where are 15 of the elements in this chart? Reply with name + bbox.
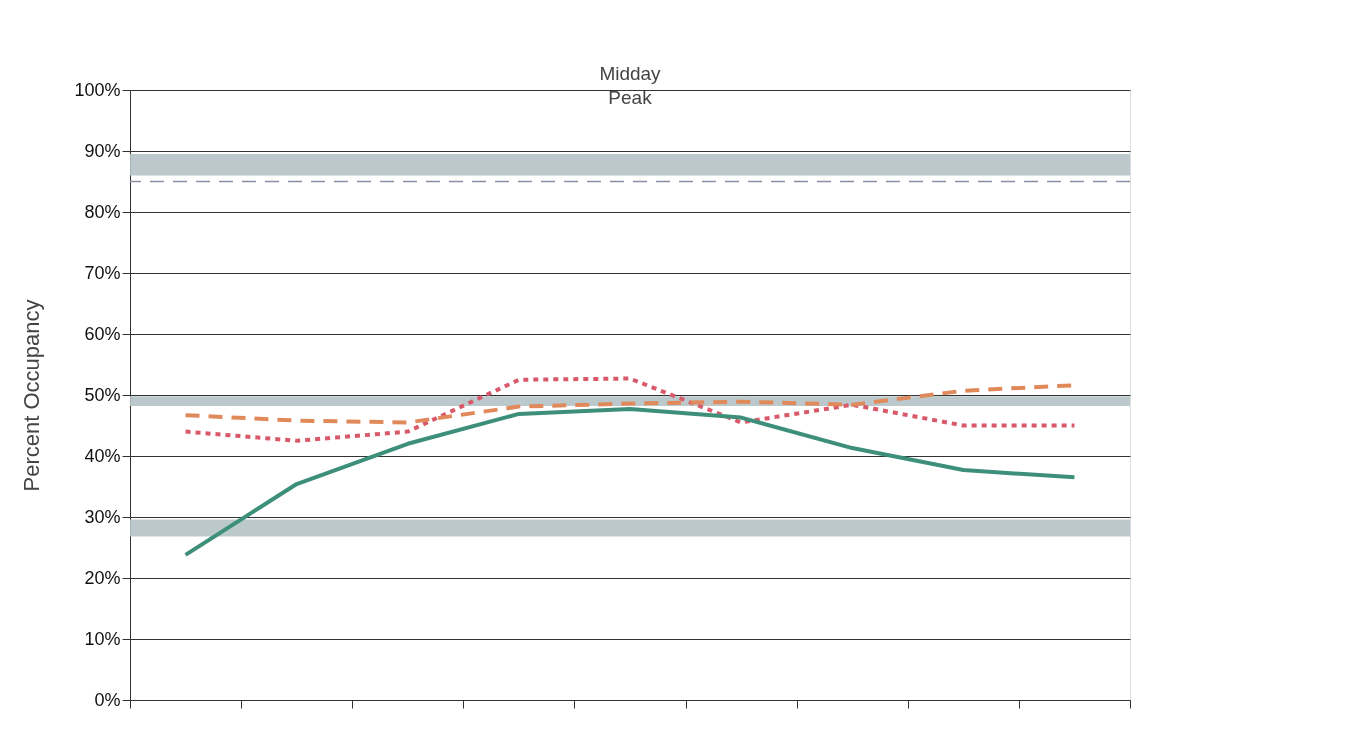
y-tick-label: 0% bbox=[94, 689, 121, 710]
y-tick-label: 30% bbox=[84, 506, 121, 527]
y-axis-title: Percent Occupancy bbox=[19, 299, 45, 492]
y-tick-label: 20% bbox=[84, 567, 121, 588]
line-series bbox=[183, 376, 1077, 443]
y-tick-label: 100% bbox=[74, 79, 121, 100]
y-tick-label: 40% bbox=[84, 445, 121, 466]
line-series bbox=[183, 407, 1077, 557]
y-tick-label: 70% bbox=[84, 262, 121, 283]
y-tick-label: 80% bbox=[84, 201, 121, 222]
y-tick-label: 50% bbox=[84, 384, 121, 405]
y-tick-label: 10% bbox=[84, 628, 121, 649]
annotation: Midday Peak bbox=[599, 63, 662, 108]
y-tick-label: 90% bbox=[84, 140, 121, 161]
y-tick-label: 60% bbox=[84, 323, 121, 344]
